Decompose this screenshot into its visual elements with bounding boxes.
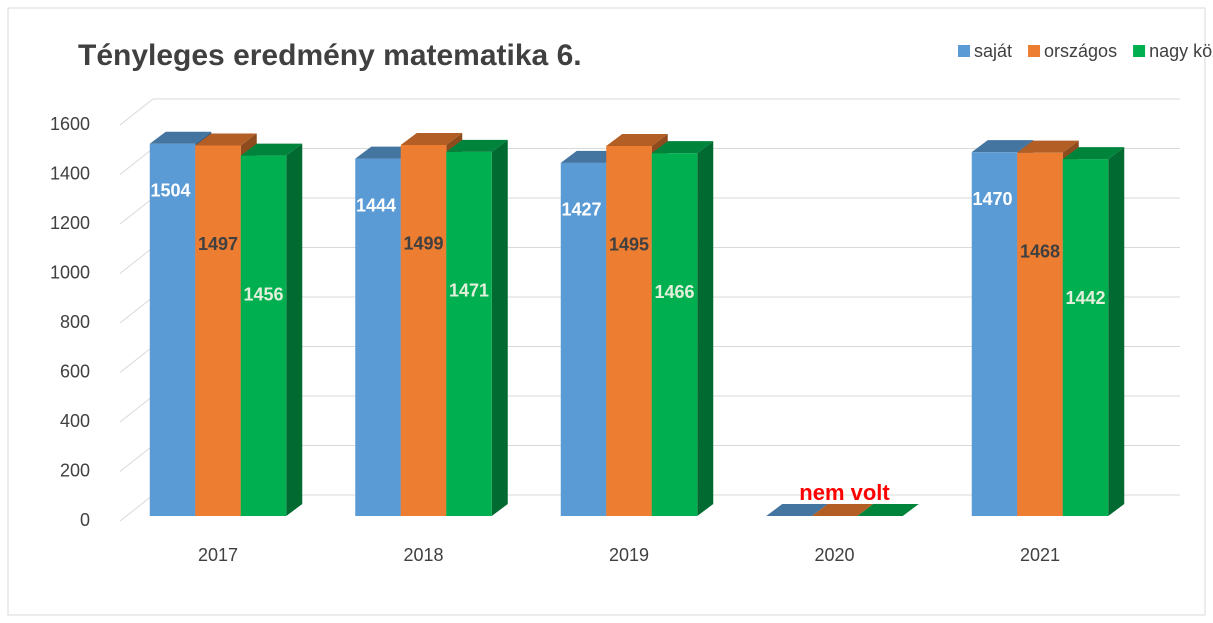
data-label: 1497 <box>198 234 238 254</box>
x-tick-label: 2018 <box>403 545 443 565</box>
data-label: 1427 <box>561 200 601 220</box>
y-tick-label: 200 <box>60 460 90 480</box>
bar-side <box>491 139 508 517</box>
bar-top <box>811 504 874 516</box>
y-tick-label: 0 <box>80 510 90 530</box>
grid-line <box>119 247 154 274</box>
grid-line <box>119 148 154 175</box>
data-label: 1468 <box>1020 241 1060 261</box>
x-tick-label: 2021 <box>1020 545 1060 565</box>
bar <box>446 139 508 517</box>
y-tick-label: 1400 <box>50 163 90 183</box>
bar <box>1062 147 1125 517</box>
bar-top <box>240 143 303 156</box>
bar-front <box>400 144 447 516</box>
bar-top <box>857 504 919 516</box>
data-label: 1456 <box>243 284 283 304</box>
grid-line <box>119 395 154 423</box>
bar-top <box>149 131 212 144</box>
bar-front <box>1062 159 1109 517</box>
legend-label: országos <box>1044 41 1117 61</box>
data-label: 1495 <box>609 235 649 255</box>
bar-top <box>651 141 714 154</box>
bar-front <box>1017 152 1063 517</box>
grid-line <box>119 346 154 373</box>
bar-top <box>606 133 668 146</box>
bar-front <box>240 155 287 516</box>
legend-swatch <box>958 45 970 57</box>
data-label: 1466 <box>654 282 694 302</box>
bar-front <box>355 158 401 517</box>
bar-top <box>1017 140 1079 153</box>
bar-top <box>446 139 508 152</box>
x-tick-label: 2017 <box>198 545 238 565</box>
bar-top <box>766 504 828 516</box>
bar-front <box>606 145 652 517</box>
grid-line <box>119 296 154 324</box>
bar-front <box>195 145 241 516</box>
data-label: 1504 <box>150 181 190 201</box>
bar-front <box>651 153 698 517</box>
bar-top <box>195 133 257 146</box>
grid-line <box>119 197 154 225</box>
bar-side <box>286 143 303 516</box>
bar-top <box>971 140 1034 153</box>
data-label: 1499 <box>403 234 443 254</box>
y-tick-label: 400 <box>60 411 90 431</box>
bar-side <box>697 141 714 517</box>
grid-line <box>119 445 154 472</box>
bar-side <box>1108 147 1125 517</box>
bar-front <box>971 152 1018 517</box>
x-tick-label: 2020 <box>814 545 854 565</box>
bar-front <box>446 151 492 517</box>
bar <box>811 504 874 516</box>
legend-label: nagy községi <box>1149 41 1213 61</box>
bar <box>240 143 303 516</box>
data-label: 1470 <box>972 189 1012 209</box>
data-label: 1471 <box>449 281 489 301</box>
y-tick-label: 600 <box>60 361 90 381</box>
bar <box>651 141 714 517</box>
legend-swatch <box>1028 45 1041 57</box>
bar-front <box>560 162 607 516</box>
x-tick-label: 2019 <box>609 545 649 565</box>
bar-top <box>1062 147 1125 160</box>
grid-line <box>119 98 154 126</box>
y-tick-label: 800 <box>60 312 90 332</box>
y-tick-label: 1600 <box>50 114 90 134</box>
legend-swatch <box>1133 45 1146 57</box>
grid-line <box>119 494 154 522</box>
legend-label: saját <box>974 41 1012 61</box>
y-tick-label: 1200 <box>50 213 90 233</box>
data-label: 1444 <box>356 195 396 215</box>
bar-top <box>400 132 463 145</box>
chart-title: Tényleges eredmény matematika 6. <box>78 39 582 72</box>
annotation: nem volt <box>799 480 890 505</box>
bar <box>766 504 828 516</box>
bar-front <box>149 143 196 516</box>
data-label: 1442 <box>1065 288 1105 308</box>
bar <box>857 504 919 516</box>
y-tick-label: 1000 <box>50 262 90 282</box>
